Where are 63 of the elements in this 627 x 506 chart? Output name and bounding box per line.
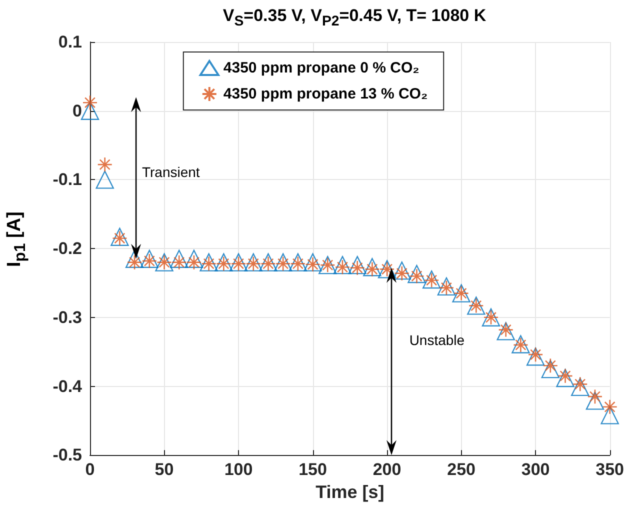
point <box>600 406 619 424</box>
x-tick-label: 350 <box>596 460 624 480</box>
point <box>170 250 188 268</box>
point <box>142 253 158 269</box>
y-tick-label: 0.1 <box>58 32 82 52</box>
x-tick-label: 100 <box>224 460 253 480</box>
point <box>333 256 352 274</box>
point <box>171 254 187 270</box>
point <box>542 358 558 374</box>
point <box>541 360 560 378</box>
point <box>275 256 291 272</box>
point <box>186 254 202 270</box>
point <box>200 253 218 272</box>
y-tick-label: -0.5 <box>52 446 82 465</box>
point <box>125 250 144 268</box>
point <box>230 256 246 272</box>
point <box>572 376 588 392</box>
legend-label: 4350 ppm propane 13 % CO₂ <box>223 86 428 102</box>
point <box>586 392 604 410</box>
point <box>348 256 366 274</box>
point <box>438 280 454 296</box>
point <box>304 253 322 272</box>
point <box>244 253 262 272</box>
point <box>82 94 98 110</box>
point <box>274 253 292 272</box>
y-tick-label: -0.2 <box>52 239 82 258</box>
point <box>556 368 574 388</box>
x-tick-label: 300 <box>521 460 550 480</box>
point <box>97 156 112 172</box>
y-tick-label: -0.4 <box>52 376 83 396</box>
x-tick-label: 0 <box>85 460 95 480</box>
point <box>363 258 382 276</box>
y-tick-label: -0.1 <box>52 170 82 190</box>
x-tick-label: 150 <box>298 460 327 480</box>
y-tick-label: -0.3 <box>52 308 82 327</box>
point <box>571 378 590 396</box>
point <box>288 253 308 272</box>
point <box>259 253 278 272</box>
point <box>408 264 426 284</box>
point <box>229 253 248 272</box>
x-tick-label: 250 <box>447 460 476 480</box>
annotation: Unstable <box>409 332 465 348</box>
chart-title: V$_{S}$=0.35 V, V$_{P2}$=0.45 V, T= 1080 K <box>222 6 488 30</box>
point <box>526 348 545 366</box>
x-tick-label: 200 <box>372 460 402 480</box>
x-axis-title: Time [s] <box>316 482 384 502</box>
point <box>392 261 411 280</box>
point <box>496 322 515 340</box>
point <box>246 256 262 272</box>
point <box>184 250 204 268</box>
point <box>80 102 100 120</box>
point <box>587 388 603 404</box>
point <box>110 228 129 246</box>
annotation: Transient <box>142 164 200 180</box>
x-tick-label: 50 <box>154 460 174 480</box>
point <box>140 250 159 268</box>
point <box>290 256 306 272</box>
point <box>126 254 142 270</box>
legend-label: 4350 ppm propane 0 % CO₂ <box>223 60 420 76</box>
point <box>96 170 114 189</box>
point <box>214 253 233 272</box>
y-tick-label: 0 <box>72 101 82 120</box>
point <box>437 277 456 296</box>
